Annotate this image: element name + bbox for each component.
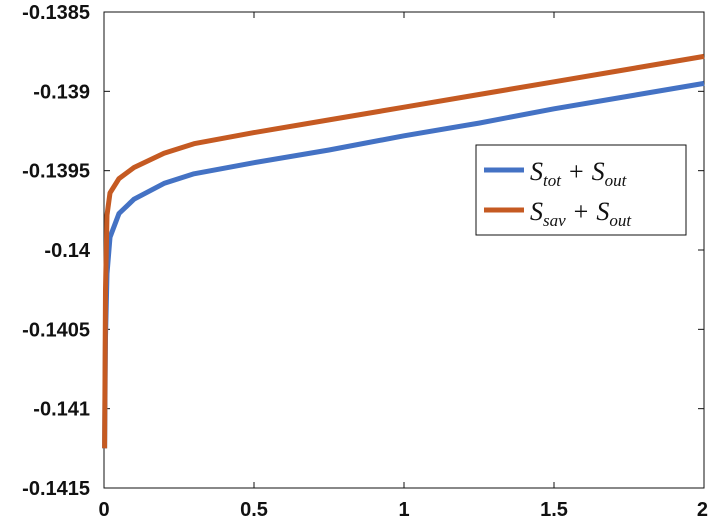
y-tick-label: -0.1385	[22, 2, 90, 24]
x-tick-label: 0.5	[240, 499, 268, 521]
y-tick-label: -0.139	[33, 81, 90, 103]
legend-label-s-sav: Ssav + Sout	[530, 197, 632, 230]
x-tick-label: 0	[98, 499, 109, 521]
y-axis-ticks: -0.1415 -0.141 -0.1405 -0.14 -0.1395 -0.139 -0…	[22, 2, 704, 500]
x-tick-label: 1.5	[540, 499, 568, 521]
x-tick-label: 1	[398, 499, 409, 521]
legend: Stot + Sout Ssav + Sout	[475, 144, 687, 236]
series-line-s-sav	[102, 53, 705, 449]
y-tick-label: -0.141	[33, 399, 90, 421]
x-axis-ticks: 0 0.5 1 1.5 2	[98, 12, 708, 521]
y-tick-label: -0.14	[44, 240, 90, 262]
series-layer	[102, 53, 705, 449]
plot-frame	[103, 11, 705, 489]
y-tick-label: -0.1415	[22, 478, 90, 500]
legend-label-s-tot: Stot + Sout	[530, 157, 628, 190]
legend-box	[475, 144, 687, 236]
y-tick-label: -0.1395	[22, 161, 90, 183]
plot-area	[103, 11, 705, 489]
x-tick-label: 2	[697, 499, 708, 521]
y-tick-label: -0.1405	[22, 319, 90, 341]
